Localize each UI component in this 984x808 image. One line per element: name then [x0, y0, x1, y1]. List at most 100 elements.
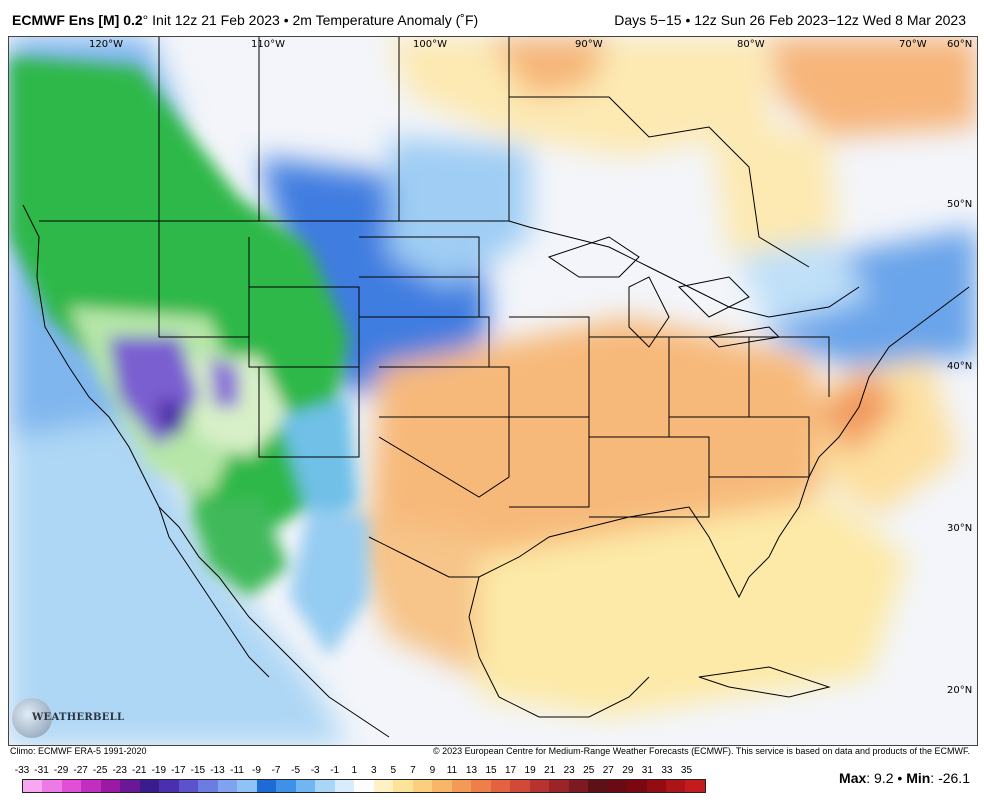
legend-swatch	[23, 780, 43, 792]
legend-swatch	[354, 780, 374, 792]
valid-period: Days 5−15 • 12z Sun 26 Feb 2023−12z Wed …	[614, 12, 966, 28]
legend-swatch	[665, 780, 686, 792]
legend-tick-label: -5	[291, 765, 301, 776]
legend-tick-label: -27	[73, 765, 88, 776]
lat-label-30n: 30°N	[947, 523, 972, 534]
legend-swatch	[568, 780, 589, 792]
legend-swatch	[42, 780, 62, 792]
legend-swatch	[139, 780, 160, 792]
legend-swatch	[100, 780, 121, 792]
legend-tick-label: 13	[465, 765, 478, 776]
model-title: ECMWF Ens [M] 0.2° Init 12z 21 Feb 2023 …	[12, 12, 478, 28]
max-value: : 9.2 •	[866, 770, 907, 786]
header: ECMWF Ens [M] 0.2° Init 12z 21 Feb 2023 …	[0, 0, 984, 36]
legend-swatch	[256, 780, 277, 792]
legend-swatch	[178, 780, 199, 792]
legend-swatch	[471, 780, 491, 792]
lon-label-80w: 80°W	[737, 39, 765, 50]
legend-tick-label: 25	[583, 765, 595, 776]
legend-tick-label: -17	[171, 765, 186, 776]
logo-text: WEATHERBELL	[32, 712, 125, 723]
legend-swatch	[120, 780, 140, 792]
legend-swatch	[451, 780, 472, 792]
weatherbell-logo: WEATHERBELL	[12, 694, 124, 740]
legend-tick-label: 15	[485, 765, 497, 776]
legend-swatch	[198, 780, 218, 792]
legend-colorbar	[22, 779, 706, 793]
legend-swatch	[646, 780, 666, 792]
legend-tick-label: -19	[151, 765, 167, 776]
legend-swatch	[510, 780, 530, 792]
lon-label-100w: 100°W	[413, 39, 447, 50]
legend-swatch	[685, 780, 705, 792]
legend-swatch	[549, 780, 569, 792]
max-label: Max	[839, 770, 867, 786]
legend-swatch	[315, 780, 335, 792]
climo-note: Climo: ECMWF ERA-5 1991-2020	[10, 746, 147, 756]
legend-tick-label: -23	[112, 765, 127, 776]
map-canvas: 120°W 110°W 100°W 90°W 80°W 70°W 60°N 50…	[9, 37, 977, 745]
lon-label-110w: 110°W	[251, 39, 285, 50]
model-name: ECMWF Ens [M] 0.2	[12, 12, 143, 28]
legend-swatch	[529, 780, 550, 792]
legend-tick-label: 3	[370, 765, 377, 776]
legend-tick-label: 9	[429, 765, 436, 776]
legend-swatch	[607, 780, 628, 792]
legend-tick-label: 23	[563, 765, 575, 776]
legend-tick-label: -1	[330, 765, 340, 776]
legend-swatch	[588, 780, 608, 792]
legend-swatch	[295, 780, 316, 792]
legend-swatch	[237, 780, 257, 792]
legend-swatch	[393, 780, 413, 792]
color-legend: -33 -31 -29 -27 -25 -23 -21 -19 -17 -15 -13 -11 -9 -7…	[15, 762, 706, 802]
lon-label-70w: 70°W	[899, 39, 927, 50]
logo-globe-icon	[12, 698, 52, 738]
lat-label-50n: 50°N	[947, 199, 972, 210]
legend-swatch	[81, 780, 101, 792]
legend-tick-label: 31	[641, 765, 653, 776]
legend-tick-label: 35	[680, 765, 693, 776]
legend-tick-label: 27	[602, 765, 614, 776]
min-value: : -26.1	[930, 770, 970, 786]
legend-tick-label: 33	[661, 765, 673, 776]
legend-swatch	[217, 780, 238, 792]
legend-tick-label: 19	[524, 765, 536, 776]
min-label: Min	[906, 770, 931, 786]
legend-tick-label: 7	[410, 765, 416, 776]
graticule: 120°W 110°W 100°W 90°W 80°W 70°W 60°N 50…	[89, 39, 972, 696]
legend-swatch	[432, 780, 452, 792]
legend-tick-label: 17	[505, 765, 517, 776]
lat-label-40n: 40°N	[947, 361, 972, 372]
lon-label-120w: 120°W	[89, 39, 123, 50]
legend-tick-label: 29	[622, 765, 634, 776]
max-min-stats: Max: 9.2 • Min: -26.1	[839, 770, 970, 786]
lat-label-60n: 60°N	[947, 39, 972, 50]
legend-tick-label: 1	[351, 765, 357, 776]
model-init: ° Init 12z 21 Feb 2023 • 2m Temperature …	[142, 12, 479, 28]
legend-labels: -33 -31 -29 -27 -25 -23 -21 -19 -17 -15 -13 -11 -9 -7…	[15, 765, 706, 777]
legend-tick-label: 21	[544, 765, 556, 776]
legend-swatch	[61, 780, 82, 792]
legend-tick-label: -9	[252, 765, 261, 776]
legend-tick-label: -3	[310, 765, 320, 776]
legend-swatch	[627, 780, 647, 792]
legend-tick-label: -11	[230, 765, 244, 776]
map-borders	[22, 37, 970, 738]
lat-label-20n: 20°N	[947, 685, 972, 696]
legend-swatch	[276, 780, 296, 792]
anomaly-map: 120°W 110°W 100°W 90°W 80°W 70°W 60°N 50…	[8, 36, 978, 746]
legend-tick-label: -21	[132, 765, 147, 776]
legend-swatch	[490, 780, 511, 792]
legend-swatch	[373, 780, 394, 792]
legend-swatch	[334, 780, 355, 792]
legend-swatch	[159, 780, 179, 792]
legend-tick-label: -25	[92, 765, 108, 776]
legend-tick-label: -31	[34, 765, 49, 776]
legend-tick-label: -7	[271, 765, 281, 776]
legend-tick-label: -29	[53, 765, 69, 776]
legend-swatch	[412, 780, 433, 792]
lon-label-90w: 90°W	[575, 39, 603, 50]
legend-tick-label: -15	[190, 765, 206, 776]
legend-tick-label: 11	[446, 765, 458, 776]
